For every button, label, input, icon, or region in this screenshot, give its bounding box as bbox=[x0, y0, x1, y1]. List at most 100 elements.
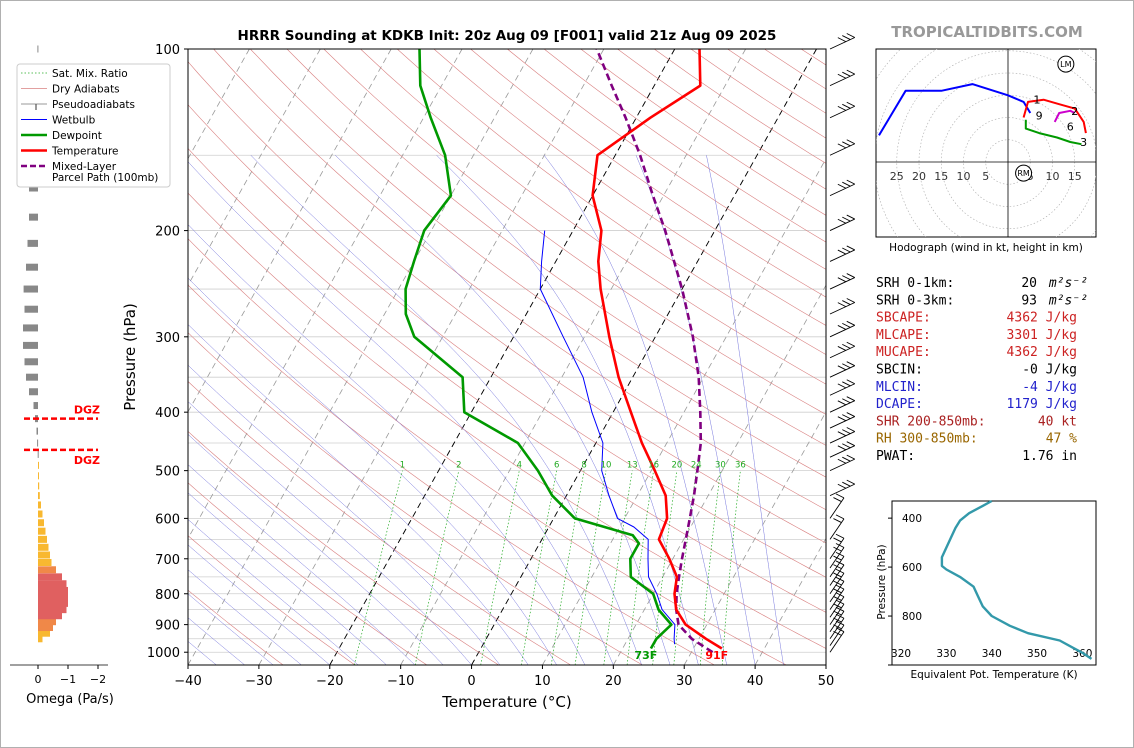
index-label: MLCIN: bbox=[876, 380, 923, 395]
hodograph-frame bbox=[875, 48, 1097, 238]
barb-staff bbox=[829, 445, 855, 458]
omega-bar bbox=[37, 45, 39, 53]
storm-motion-marker bbox=[1057, 55, 1075, 73]
index-value: 1.76 in bbox=[1022, 449, 1077, 464]
y-tick-label: 100 bbox=[155, 43, 180, 58]
barb-flag bbox=[837, 325, 847, 330]
indices-table: SRH 0-1km: 20 m²s⁻² SRH 0-3km: 93 m²s⁻² SBCAPE… bbox=[876, 276, 1088, 464]
pseudoadiabat bbox=[188, 224, 586, 665]
omega-bar bbox=[38, 472, 39, 480]
dry-adiabat bbox=[396, 49, 826, 355]
omega-bar bbox=[38, 527, 46, 535]
x-tick-label: 20 bbox=[605, 674, 622, 689]
barb-staff bbox=[829, 183, 855, 197]
index-label: PWAT: bbox=[876, 449, 915, 464]
index-value: 4362 J/kg bbox=[1007, 345, 1077, 360]
dry-adiabat bbox=[213, 49, 826, 511]
barb-flag bbox=[846, 298, 855, 303]
dry-adiabat bbox=[433, 49, 826, 326]
barb-flag bbox=[835, 551, 845, 557]
omega-bar bbox=[38, 629, 50, 637]
barb-flag bbox=[846, 396, 855, 402]
barb-flag bbox=[837, 431, 847, 437]
barb-flag bbox=[846, 427, 855, 432]
wind-barb bbox=[829, 493, 845, 519]
wind-barb bbox=[829, 69, 855, 87]
barb-flag bbox=[846, 101, 855, 107]
barb-flag bbox=[846, 441, 855, 447]
index-label: SRH 0-1km: bbox=[876, 276, 954, 291]
dry-adiabat bbox=[188, 104, 826, 578]
hodograph-ring-label: 15 bbox=[934, 170, 948, 183]
barb-flag bbox=[837, 483, 847, 489]
barb-flag bbox=[835, 514, 845, 520]
omega-bar bbox=[23, 341, 38, 349]
pseudoadiabat bbox=[188, 277, 557, 665]
wind-barb bbox=[829, 298, 855, 315]
barb-flag bbox=[833, 596, 842, 601]
barb-flag bbox=[837, 143, 847, 149]
barb-flag bbox=[842, 481, 851, 487]
dry-adiabat bbox=[188, 381, 571, 665]
mixing-ratio-line bbox=[721, 470, 741, 665]
theta-e-ylabel: Pressure (hPa) bbox=[876, 544, 888, 619]
y-tick-label: 500 bbox=[155, 465, 180, 480]
barb-flag bbox=[846, 245, 855, 251]
mixing-ratio-line bbox=[414, 470, 460, 665]
barb-flag bbox=[842, 181, 851, 187]
index-value: 1179 J/kg bbox=[1007, 397, 1077, 412]
barb-flag bbox=[837, 277, 847, 283]
hodograph-height-label: 3 bbox=[1080, 136, 1087, 149]
omega-panel: 0 −1 −2 DGZ DGZ bbox=[10, 45, 108, 686]
barb-staff bbox=[829, 249, 855, 262]
barb-flag bbox=[835, 592, 845, 598]
barb-staff bbox=[829, 105, 855, 119]
hodograph-ring-label: 20 bbox=[912, 170, 926, 183]
y-tick-label: 900 bbox=[155, 619, 180, 634]
barb-flag bbox=[835, 613, 845, 619]
barb-staff bbox=[829, 588, 845, 610]
barb-staff bbox=[829, 431, 855, 444]
omega-bar bbox=[38, 501, 41, 509]
theta-e-y-tick-label: 600 bbox=[902, 562, 922, 574]
mixing-ratio-line bbox=[521, 470, 558, 665]
dry-adiabat bbox=[188, 192, 826, 649]
index-value: 4362 J/kg bbox=[1007, 311, 1077, 326]
mixing-ratio-label: 1 bbox=[400, 461, 405, 471]
index-value: 40 kt bbox=[1038, 414, 1077, 429]
storm-motion-label: RM bbox=[1017, 169, 1030, 178]
dewpoint-line bbox=[404, 49, 673, 650]
omega-bar bbox=[24, 358, 38, 366]
index-value: 47 % bbox=[1046, 432, 1077, 447]
barb-flag bbox=[833, 555, 842, 561]
index-value: 3301 J/kg bbox=[1007, 328, 1077, 343]
mixing-ratio-label: 4 bbox=[517, 461, 522, 471]
barb-flag bbox=[842, 398, 851, 404]
mixing-ratio-line bbox=[353, 470, 403, 665]
barb-flag bbox=[837, 105, 847, 111]
barb-flag bbox=[846, 33, 855, 38]
dry-adiabat bbox=[188, 284, 715, 665]
y-tick-label: 800 bbox=[155, 588, 180, 603]
barb-flag bbox=[842, 300, 851, 305]
omega-bar bbox=[24, 305, 38, 313]
hodograph-grid bbox=[876, 49, 1096, 237]
mixing-ratio-label: 8 bbox=[581, 461, 586, 471]
barb-flag bbox=[837, 218, 847, 224]
barb-flag bbox=[835, 560, 845, 566]
wind-barb bbox=[829, 584, 845, 610]
barb-flag bbox=[835, 576, 845, 582]
barb-flag bbox=[842, 71, 851, 77]
barb-staff bbox=[829, 458, 855, 472]
barb-flag bbox=[842, 247, 851, 253]
wind-barb bbox=[829, 320, 855, 338]
hodograph-height-label: 9 bbox=[1036, 109, 1043, 122]
barb-flag bbox=[842, 343, 851, 349]
barb-flag bbox=[846, 412, 855, 417]
hodograph-ring-label: 15 bbox=[1068, 170, 1082, 183]
omega-tick-label: −1 bbox=[60, 673, 76, 686]
pseudoadiabat bbox=[188, 492, 387, 665]
barb-flag bbox=[842, 414, 851, 420]
dry-adiabat bbox=[188, 148, 826, 613]
